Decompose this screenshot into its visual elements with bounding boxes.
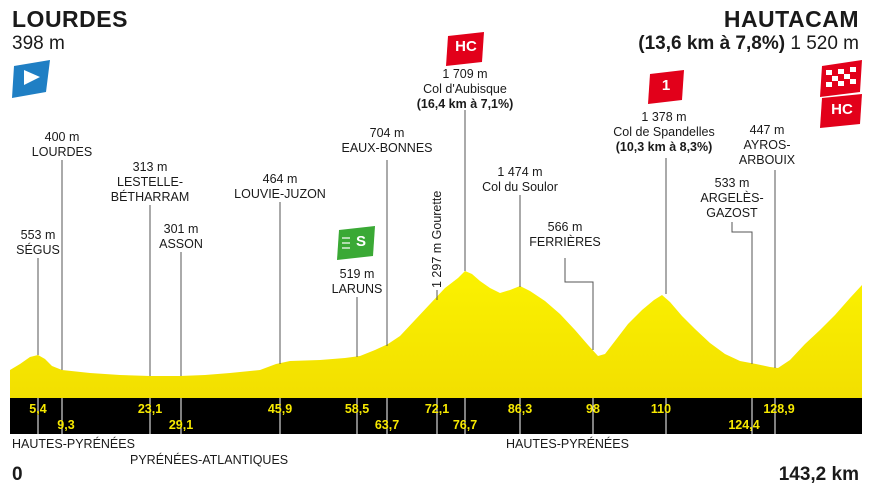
distance-start: 0 <box>12 464 23 485</box>
waypoint-col-spandelles: 1 378 m Col de Spandelles (10,3 km à 8,3%) <box>613 110 715 154</box>
start-town-name: LOURDES <box>12 6 128 32</box>
km-marker: 63,7 <box>374 418 400 432</box>
km-marker: 45,9 <box>267 402 293 416</box>
distance-band <box>10 398 862 434</box>
waypoint-col-soulor: 1 474 m Col du Soulor <box>482 165 558 194</box>
finish-altitude: 1 520 m <box>790 33 859 54</box>
sprint-stripes <box>342 237 350 249</box>
distance-total: 143,2 km <box>778 464 859 485</box>
km-marker: 29,1 <box>168 418 194 432</box>
waypoint-asson: 301 m ASSON <box>159 222 203 251</box>
waypoint-ayros-arbouix: 447 m AYROS- ARBOUIX <box>738 123 796 167</box>
waypoint-lines <box>37 110 776 376</box>
km-marker: 58,5 <box>344 402 370 416</box>
waypoint-lestelle: 313 m LESTELLE- BÉTHARRAM <box>110 160 190 204</box>
km-marker: 128,9 <box>763 402 795 416</box>
waypoint-gourette: 1 297 m Gourette <box>430 190 444 288</box>
waypoint-laruns: 519 m LARUNS <box>331 267 383 296</box>
km-marker: 5,4 <box>29 402 47 416</box>
km-marker: 72,1 <box>424 402 450 416</box>
sprint-badge-shape <box>337 226 375 260</box>
cat1-badge: 1 <box>661 77 671 94</box>
finish-details: (13,6 km à 7,8%) 1 520 m <box>638 33 859 55</box>
finish-town-name: HAUTACAM <box>723 6 859 32</box>
km-marker: 23,1 <box>137 402 163 416</box>
start-flag-icon <box>12 60 50 98</box>
department-label: HAUTES-PYRÉNÉES <box>12 437 135 451</box>
department-label: PYRÉNÉES-ATLANTIQUES <box>130 453 289 467</box>
department-label: HAUTES-PYRÉNÉES <box>506 437 629 451</box>
hc-finish-badge-shape <box>820 94 862 128</box>
hc-badge-aubisque: HC <box>455 38 477 55</box>
hc-badge-shape <box>446 32 484 66</box>
finish-flag-icon <box>820 60 862 97</box>
sprint-badge: S <box>355 233 366 250</box>
cat1-badge-shape <box>648 70 684 104</box>
km-marker: 76,7 <box>452 418 478 432</box>
km-marker: 110 <box>650 402 672 416</box>
km-marker: 124,4 <box>728 418 760 432</box>
finish-climb: (13,6 km à 7,8%) <box>638 33 786 54</box>
km-ticks <box>37 398 776 434</box>
waypoint-eaux-bonnes: 704 m EAUX-BONNES <box>341 126 433 155</box>
km-marker: 9,3 <box>57 418 75 432</box>
waypoint-ferrieres: 566 m FERRIÈRES <box>529 220 601 249</box>
start-altitude: 398 m <box>12 33 65 54</box>
km-marker: 86,3 <box>507 402 533 416</box>
waypoint-argeles-gazost: 533 m ARGELÈS- GAZOST <box>700 176 764 220</box>
waypoint-segus: 553 m SÉGUS <box>16 228 60 257</box>
waypoint-louvie-juzon: 464 m LOUVIE-JUZON <box>234 172 326 201</box>
hc-badge-finish: HC <box>831 101 853 118</box>
elevation-profile-area <box>10 271 862 398</box>
waypoint-col-aubisque: 1 709 m Col d'Aubisque (16,4 km à 7,1%) <box>416 67 514 111</box>
waypoint-lourdes: 400 m LOURDES <box>31 130 93 159</box>
km-marker: 98 <box>586 402 600 416</box>
